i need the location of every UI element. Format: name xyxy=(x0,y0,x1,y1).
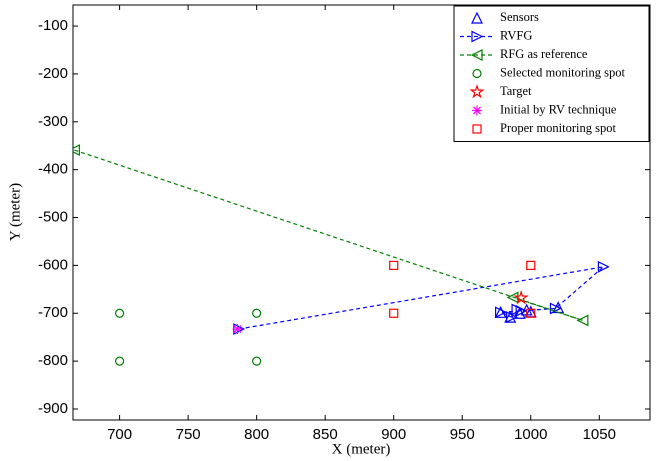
x-tick-label: 1050 xyxy=(583,426,616,443)
marker xyxy=(576,314,589,327)
legend-label: RVFG xyxy=(500,28,532,42)
legend-marker xyxy=(470,49,483,61)
marker xyxy=(232,324,243,335)
y-tick-label: -900 xyxy=(38,400,68,417)
legend-marker xyxy=(471,30,484,43)
plot-layer xyxy=(73,144,610,366)
legend-label: Target xyxy=(500,84,532,98)
marker xyxy=(389,260,399,270)
marker xyxy=(389,308,399,318)
y-tick-label: -800 xyxy=(38,352,68,369)
y-tick-label: -200 xyxy=(38,65,68,82)
legend-label: RFG as reference xyxy=(500,47,588,61)
marker xyxy=(526,260,536,270)
x-tick-label: 950 xyxy=(450,426,475,443)
marker xyxy=(526,308,536,318)
legend-marker xyxy=(471,11,483,24)
marker xyxy=(114,308,125,318)
y-tick-label: -300 xyxy=(38,113,68,130)
x-tick-label: 1000 xyxy=(514,426,547,443)
x-tick-label: 850 xyxy=(313,426,338,443)
legend-marker xyxy=(472,124,482,134)
legend-marker xyxy=(469,84,485,99)
x-tick-label: 750 xyxy=(176,426,201,443)
marker xyxy=(73,144,80,157)
y-axis-label: Y (meter) xyxy=(7,183,23,241)
legend-marker xyxy=(472,105,482,116)
y-tick-label: -500 xyxy=(38,208,68,225)
marker xyxy=(511,303,524,316)
legend-marker xyxy=(472,68,482,79)
legend-label: Proper monitoring spot xyxy=(500,121,616,135)
y-tick-label: -700 xyxy=(38,304,68,321)
legend-label: Selected monitoring spot xyxy=(500,65,626,79)
legend-box xyxy=(453,5,650,142)
marker xyxy=(252,356,262,366)
marker xyxy=(513,290,529,305)
series-line xyxy=(74,149,584,322)
marker xyxy=(114,356,125,366)
marker xyxy=(495,306,507,319)
x-tick-label: 800 xyxy=(244,426,269,443)
y-tick-label: -100 xyxy=(38,17,68,34)
marker xyxy=(597,260,610,273)
legend-label: Sensors xyxy=(500,10,539,24)
marker xyxy=(252,308,262,318)
x-axis-label: X (meter) xyxy=(332,441,391,457)
y-tick-label: -600 xyxy=(38,256,68,273)
series-line xyxy=(238,265,606,330)
legend-label: Initial by RV technique xyxy=(500,102,617,116)
x-tick-label: 900 xyxy=(381,426,406,443)
x-tick-label: 700 xyxy=(107,426,132,443)
marker xyxy=(504,310,517,323)
y-tick-label: -400 xyxy=(38,161,68,178)
